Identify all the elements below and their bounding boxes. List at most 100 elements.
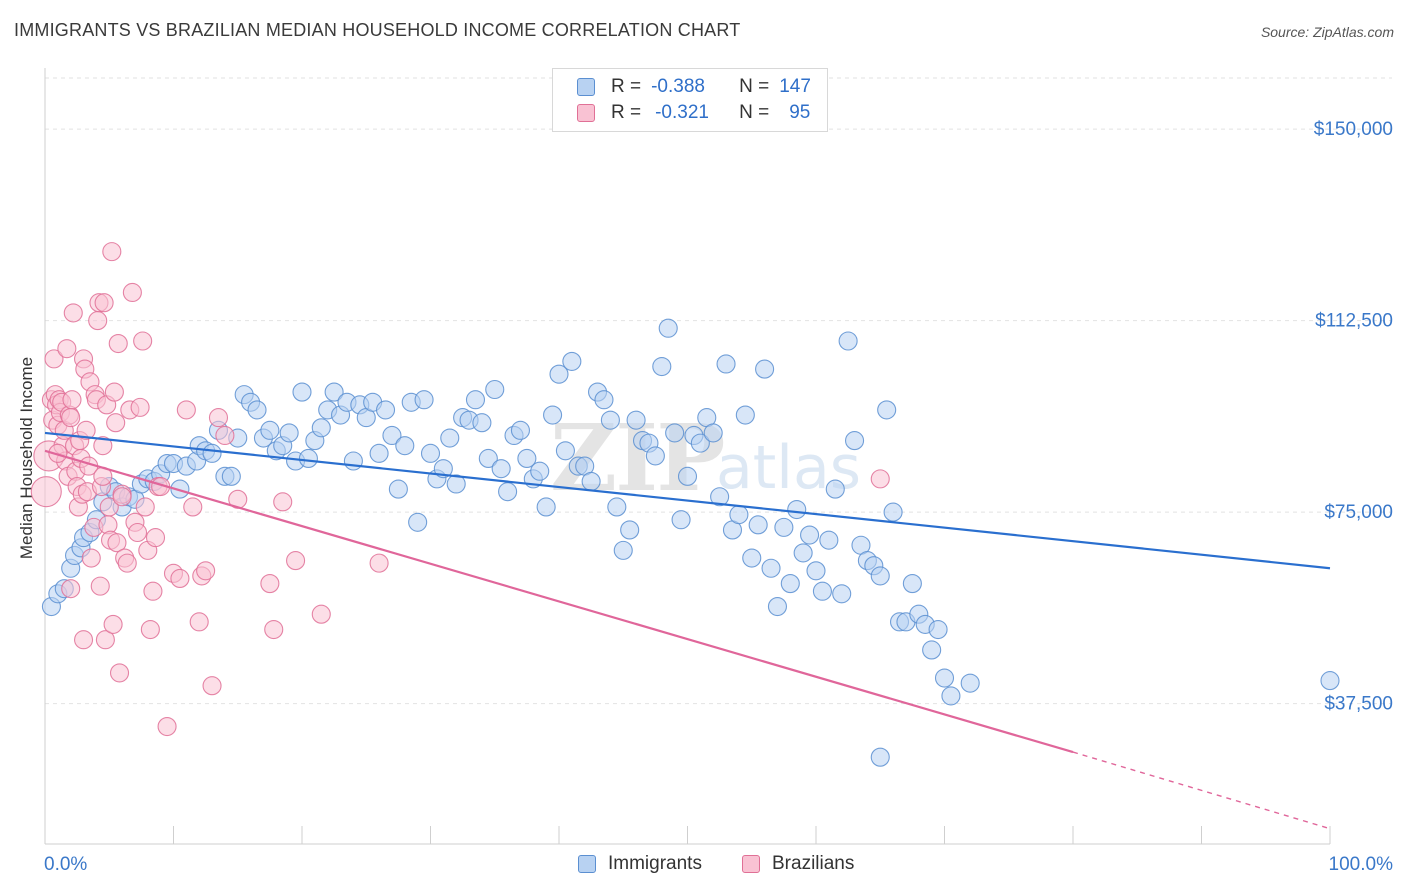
immigrants-point (420, 443, 441, 463)
immigrants-point (600, 410, 620, 430)
immigrants-point (902, 574, 922, 594)
brazilians-point (57, 339, 77, 359)
brazilians-n-value: 95 (789, 102, 811, 123)
immigrants-point (780, 574, 800, 594)
brazilians-point (286, 551, 306, 571)
immigrants-point (498, 482, 518, 502)
brazilians-point (30, 476, 62, 508)
immigrants-point (626, 410, 646, 430)
brazilians-point (130, 397, 150, 417)
brazilians-trend-extension (1072, 751, 1331, 830)
immigrants-point (877, 400, 897, 420)
immigrants-point (530, 461, 550, 481)
immigrants-point (812, 581, 832, 601)
brazilians-r-value: -0.321 (655, 102, 709, 123)
immigrants-point (870, 566, 890, 586)
y-tick-label: $75,000 (1324, 502, 1393, 523)
brazilians-point (127, 522, 148, 543)
immigrants-point (491, 459, 511, 479)
immigrants-point (543, 405, 563, 425)
brazilians-point (94, 293, 114, 313)
immigrants-point (838, 331, 858, 351)
immigrants-point (446, 474, 466, 494)
brazilians-point (106, 413, 126, 433)
immigrants-point (1320, 671, 1340, 691)
immigrants-point (690, 433, 710, 453)
brazilians-point (88, 311, 108, 331)
brazilians-point (870, 469, 890, 489)
n-label: N = (739, 102, 770, 123)
immigrants-point (221, 466, 241, 486)
immigrants-swatch (577, 78, 595, 96)
immigrants-point (298, 448, 318, 468)
brazilians-point (273, 492, 293, 512)
immigrants-point (607, 497, 627, 517)
immigrants-point (536, 497, 556, 517)
brazilians-point (103, 614, 123, 634)
brazilians-point (112, 487, 132, 507)
brazilians-point (133, 331, 153, 351)
brazilians-point (61, 408, 81, 428)
brazilians-point (157, 716, 177, 737)
immigrants-point (395, 436, 415, 456)
n-label: N = (739, 76, 770, 97)
immigrants-point (260, 420, 280, 440)
correlation-legend: R = -0.388 N = 147 R = -0.321 N = 95 (552, 68, 828, 132)
immigrants-point (465, 390, 486, 410)
immigrants-point (382, 425, 402, 446)
legend-item-immigrants[interactable]: Immigrants (578, 852, 702, 876)
brazilians-point (170, 568, 190, 589)
brazilians-point (369, 553, 389, 573)
brazilians-point (76, 420, 96, 440)
immigrants-point (375, 400, 396, 420)
immigrants-point (941, 686, 961, 706)
immigrants-point (800, 525, 820, 545)
immigrants-trend-line (44, 431, 1331, 570)
immigrants-point (170, 479, 190, 499)
immigrants-point (703, 423, 723, 443)
tick-labels: $37,500 $75,000 $112,500 $150,000 0.0% 100.0% (44, 119, 1393, 875)
brazilians-point (95, 630, 115, 650)
brazilians-point (74, 630, 94, 650)
y-tick-label: $37,500 (1324, 694, 1393, 715)
immigrants-point (658, 318, 678, 338)
immigrants-point (562, 351, 582, 371)
immigrants-point (343, 451, 363, 471)
immigrants-point (202, 443, 222, 463)
immigrants-point (247, 400, 267, 420)
brazilians-point (107, 533, 127, 553)
immigrants-point (825, 479, 845, 499)
brazilians-point (215, 425, 235, 446)
immigrants-point (433, 459, 453, 479)
immigrants-point (594, 390, 614, 410)
legend-item-brazilians[interactable]: Brazilians (742, 852, 854, 876)
immigrants-point (806, 561, 826, 581)
immigrants-point (928, 619, 948, 640)
immigrants-point (883, 502, 903, 522)
brazilians-point (44, 349, 64, 369)
brazilians-point (208, 408, 229, 428)
immigrants-point (922, 640, 942, 660)
immigrants-point (510, 420, 531, 440)
immigrants-point (735, 405, 755, 425)
immigrants-point (665, 423, 685, 443)
immigrants-point (729, 505, 749, 525)
brazilians-point (104, 382, 124, 402)
immigrants-point (819, 530, 839, 550)
immigrants-point (832, 584, 852, 604)
immigrants-n-value: 147 (779, 76, 811, 97)
brazilians-point (145, 528, 166, 548)
brazilians-point (109, 663, 130, 683)
brazilians-point (264, 619, 284, 640)
x-tick-label: 100.0% (1329, 854, 1394, 875)
immigrants-point (742, 548, 762, 568)
immigrants-point (716, 354, 736, 374)
data-points (30, 242, 1340, 767)
brazilians-legend-label: Brazilians (772, 853, 855, 874)
immigrants-point (485, 379, 505, 400)
immigrants-point (549, 364, 569, 384)
immigrants-point (408, 512, 428, 532)
immigrants-point (767, 596, 788, 617)
brazilians-point (143, 581, 163, 601)
